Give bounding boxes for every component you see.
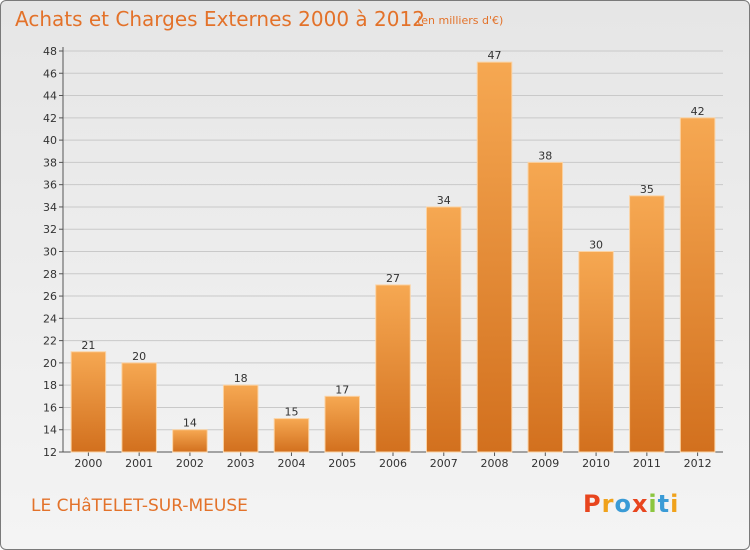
y-tick-label: 48: [43, 45, 57, 58]
y-tick-label: 42: [43, 112, 57, 125]
x-tick-label: 2011: [633, 457, 661, 470]
data-label: 47: [488, 49, 502, 62]
bar-2000: [70, 351, 107, 453]
bar-2001: [121, 362, 157, 453]
bar-2011: [629, 195, 665, 453]
logo-letter: t: [657, 490, 671, 518]
bar-2003: [222, 384, 259, 453]
x-tick-label: 2012: [684, 457, 712, 470]
logo-letter: i: [670, 490, 680, 518]
y-tick-label: 12: [43, 446, 57, 459]
proxiti-logo[interactable]: Proxiti: [583, 490, 679, 518]
y-tick-label: 22: [43, 335, 57, 348]
x-tick-label: 2005: [328, 457, 356, 470]
y-tick-label: 40: [43, 134, 57, 147]
data-label: 27: [386, 272, 400, 285]
y-tick-label: 46: [43, 67, 57, 80]
x-tick-label: 2003: [227, 457, 255, 470]
data-label: 17: [335, 383, 349, 396]
bar-2004: [273, 418, 310, 453]
bar-2002: [172, 429, 208, 453]
chart-title: Achats et Charges Externes 2000 à 2012: [15, 7, 425, 31]
y-tick-label: 20: [43, 357, 57, 370]
data-label: 42: [691, 105, 705, 118]
data-label: 34: [437, 194, 451, 207]
logo-letter: x: [631, 490, 649, 518]
x-tick-label: 2007: [430, 457, 458, 470]
y-tick-label: 26: [43, 290, 57, 303]
data-label: 20: [132, 350, 146, 363]
bar-2005: [324, 395, 360, 453]
x-tick-label: 2002: [176, 457, 204, 470]
y-tick-label: 44: [43, 90, 57, 103]
data-label: 21: [81, 339, 95, 352]
logo-letter: i: [648, 490, 658, 518]
bar-2012: [679, 117, 716, 453]
data-label: 15: [284, 406, 298, 419]
data-label: 30: [589, 239, 603, 252]
y-tick-label: 36: [43, 179, 57, 192]
x-tick-label: 2000: [74, 457, 102, 470]
x-tick-label: 2001: [125, 457, 153, 470]
logo-letter: r: [601, 490, 615, 518]
y-tick-label: 14: [43, 424, 57, 437]
x-tick-label: 2010: [582, 457, 610, 470]
bar-2010: [578, 251, 614, 453]
bar-2006: [375, 284, 411, 453]
y-tick-label: 38: [43, 156, 57, 169]
x-tick-label: 2008: [481, 457, 509, 470]
logo-letter: P: [583, 490, 602, 518]
y-tick-label: 16: [43, 401, 57, 414]
bar-2009: [527, 161, 564, 453]
data-label: 14: [183, 417, 197, 430]
y-tick-label: 34: [43, 201, 57, 214]
data-label: 35: [640, 183, 654, 196]
x-tick-label: 2006: [379, 457, 407, 470]
labels: 12 14 16 18 20 22 24 26 28 30 32 34 36 38 40 42 44 46 48 21…: [43, 45, 712, 470]
data-label: 18: [234, 372, 248, 385]
logo-letter: o: [614, 490, 632, 518]
bars: [70, 61, 716, 453]
y-tick-label: 30: [43, 246, 57, 259]
commune-name: LE CHâTELET-SUR-MEUSE: [31, 496, 248, 516]
x-tick-label: 2004: [277, 457, 305, 470]
y-tick-label: 24: [43, 312, 57, 325]
y-tick-label: 28: [43, 268, 57, 281]
y-tick-label: 32: [43, 223, 57, 236]
data-label: 38: [538, 149, 552, 162]
chart-unit: (en milliers d'€): [417, 14, 504, 27]
bar-2007: [426, 206, 462, 453]
x-tick-label: 2009: [531, 457, 559, 470]
bar-2008: [476, 61, 513, 453]
y-tick-label: 18: [43, 379, 57, 392]
